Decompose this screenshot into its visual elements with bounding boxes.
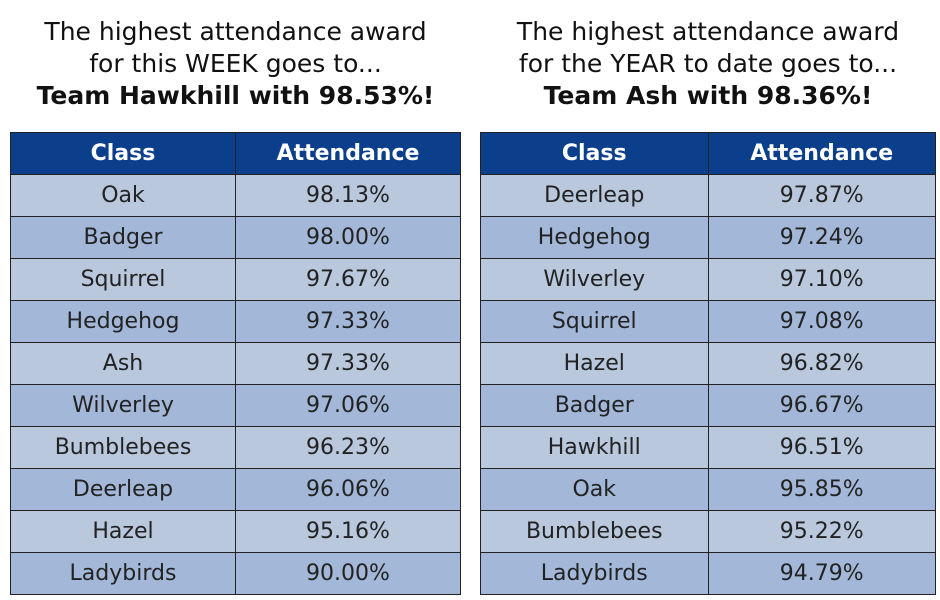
- weekly-winner: Team Hawkhill with 98.53%!: [36, 81, 435, 110]
- attendance-value: 97.67%: [235, 258, 461, 301]
- class-name: Hawkhill: [480, 426, 709, 469]
- table-row: Hawkhill 96.51%: [480, 426, 936, 469]
- class-name: Bumblebees: [10, 426, 236, 469]
- class-name: Hazel: [480, 342, 709, 385]
- class-name: Squirrel: [480, 300, 709, 343]
- attendance-value: 97.33%: [235, 300, 461, 343]
- attendance-value: 97.24%: [707, 216, 936, 259]
- class-name: Ladybirds: [10, 552, 236, 595]
- attendance-value: 96.82%: [707, 342, 936, 385]
- column-header: Class: [480, 132, 709, 175]
- table-header-row: Class Attendance: [10, 132, 461, 175]
- attendance-value: 97.87%: [707, 174, 936, 217]
- heading-line: The highest attendance award: [516, 17, 900, 46]
- table-row: Wilverley 97.10%: [480, 258, 936, 301]
- table-row: Squirrel 97.67%: [10, 258, 461, 301]
- heading-line: for the YEAR to date goes to...: [518, 49, 898, 78]
- table-row: Oak 98.13%: [10, 174, 461, 217]
- attendance-value: 96.67%: [707, 384, 936, 427]
- table-row: Ladybirds 90.00%: [10, 552, 461, 595]
- attendance-value: 90.00%: [235, 552, 461, 595]
- table-row: Ladybirds 94.79%: [480, 552, 936, 595]
- column-header: Attendance: [235, 132, 461, 175]
- table-row: Bumblebees 96.23%: [10, 426, 461, 469]
- table-row: Hazel 95.16%: [10, 510, 461, 553]
- class-name: Deerleap: [10, 468, 236, 511]
- weekly-award-panel: The highest attendance award for this WE…: [10, 0, 461, 595]
- column-header: Attendance: [707, 132, 936, 175]
- table-row: Ash 97.33%: [10, 342, 461, 385]
- attendance-value: 98.13%: [235, 174, 461, 217]
- table-row: Hazel 96.82%: [480, 342, 936, 385]
- attendance-value: 97.06%: [235, 384, 461, 427]
- heading-line: The highest attendance award: [44, 17, 427, 46]
- class-name: Wilverley: [10, 384, 236, 427]
- class-name: Bumblebees: [480, 510, 709, 553]
- attendance-value: 94.79%: [707, 552, 936, 595]
- attendance-value: 96.23%: [235, 426, 461, 469]
- table-row: Squirrel 97.08%: [480, 300, 936, 343]
- yearly-winner: Team Ash with 98.36%!: [543, 81, 873, 110]
- attendance-value: 97.10%: [707, 258, 936, 301]
- table-row: Deerleap 97.87%: [480, 174, 936, 217]
- yearly-award-panel: The highest attendance award for the YEA…: [480, 0, 936, 595]
- class-name: Badger: [480, 384, 709, 427]
- attendance-value: 96.51%: [707, 426, 936, 469]
- attendance-value: 97.33%: [235, 342, 461, 385]
- class-name: Hedgehog: [480, 216, 709, 259]
- column-header: Class: [10, 132, 236, 175]
- table-row: Wilverley 97.06%: [10, 384, 461, 427]
- attendance-value: 97.08%: [707, 300, 936, 343]
- table-row: Badger 98.00%: [10, 216, 461, 259]
- table-row: Hedgehog 97.33%: [10, 300, 461, 343]
- table-row: Deerleap 96.06%: [10, 468, 461, 511]
- heading-line: for this WEEK goes to...: [89, 49, 382, 78]
- yearly-award-heading: The highest attendance award for the YEA…: [480, 0, 936, 116]
- table-header-row: Class Attendance: [480, 132, 936, 175]
- attendance-value: 95.85%: [707, 468, 936, 511]
- weekly-attendance-table: Class Attendance Oak 98.13% Badger 98.00% Squi…: [10, 132, 461, 595]
- yearly-attendance-table: Class Attendance Deerleap 97.87% Hedgehog 97.…: [480, 132, 936, 595]
- weekly-award-heading: The highest attendance award for this WE…: [10, 0, 461, 116]
- attendance-value: 96.06%: [235, 468, 461, 511]
- class-name: Hedgehog: [10, 300, 236, 343]
- class-name: Squirrel: [10, 258, 236, 301]
- class-name: Wilverley: [480, 258, 709, 301]
- class-name: Ladybirds: [480, 552, 709, 595]
- class-name: Ash: [10, 342, 236, 385]
- table-row: Hedgehog 97.24%: [480, 216, 936, 259]
- class-name: Hazel: [10, 510, 236, 553]
- table-row: Bumblebees 95.22%: [480, 510, 936, 553]
- attendance-value: 98.00%: [235, 216, 461, 259]
- class-name: Oak: [480, 468, 709, 511]
- attendance-value: 95.16%: [235, 510, 461, 553]
- class-name: Oak: [10, 174, 236, 217]
- table-row: Badger 96.67%: [480, 384, 936, 427]
- class-name: Badger: [10, 216, 236, 259]
- class-name: Deerleap: [480, 174, 709, 217]
- attendance-value: 95.22%: [707, 510, 936, 553]
- table-row: Oak 95.85%: [480, 468, 936, 511]
